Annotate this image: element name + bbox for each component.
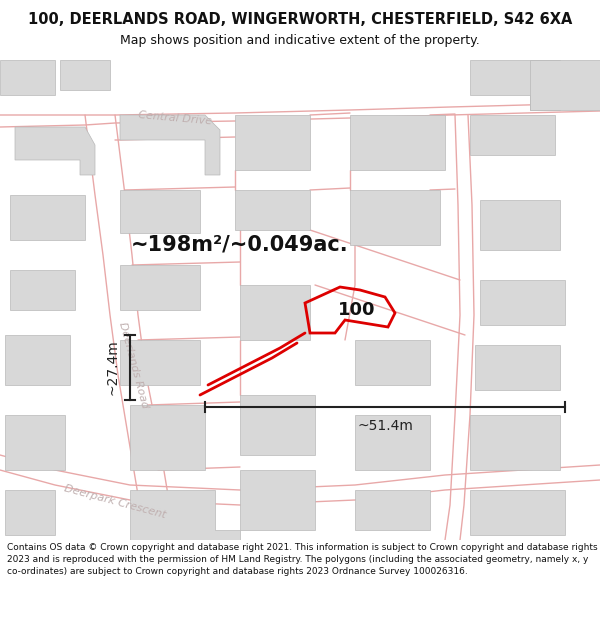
Polygon shape: [5, 335, 70, 385]
Text: ~198m²/~0.049ac.: ~198m²/~0.049ac.: [131, 235, 349, 255]
Polygon shape: [0, 60, 55, 95]
Polygon shape: [235, 190, 310, 230]
Text: 100, DEERLANDS ROAD, WINGERWORTH, CHESTERFIELD, S42 6XA: 100, DEERLANDS ROAD, WINGERWORTH, CHESTE…: [28, 12, 572, 27]
Text: ~27.4m: ~27.4m: [106, 339, 120, 396]
Polygon shape: [480, 200, 560, 250]
Polygon shape: [15, 127, 95, 175]
Text: Deerlands Road: Deerlands Road: [116, 321, 149, 409]
Polygon shape: [350, 190, 440, 245]
Polygon shape: [470, 415, 560, 470]
Polygon shape: [120, 265, 200, 310]
Polygon shape: [120, 115, 220, 175]
Polygon shape: [130, 405, 205, 470]
Polygon shape: [10, 270, 75, 310]
Polygon shape: [350, 115, 445, 170]
Polygon shape: [475, 345, 560, 390]
Polygon shape: [240, 470, 315, 530]
Text: Central Drive: Central Drive: [138, 110, 212, 126]
Polygon shape: [470, 60, 560, 110]
Text: Map shows position and indicative extent of the property.: Map shows position and indicative extent…: [120, 34, 480, 47]
Text: ~51.4m: ~51.4m: [357, 419, 413, 433]
Polygon shape: [10, 195, 85, 240]
Polygon shape: [355, 415, 430, 470]
Polygon shape: [130, 490, 240, 540]
Polygon shape: [355, 340, 430, 385]
Polygon shape: [240, 395, 315, 455]
Polygon shape: [240, 285, 310, 340]
Polygon shape: [235, 115, 310, 170]
Text: Deerpark Crescent: Deerpark Crescent: [63, 484, 167, 521]
Polygon shape: [120, 190, 200, 233]
Polygon shape: [470, 490, 565, 535]
Polygon shape: [480, 280, 565, 325]
Polygon shape: [60, 60, 110, 90]
Text: Contains OS data © Crown copyright and database right 2021. This information is : Contains OS data © Crown copyright and d…: [7, 542, 598, 576]
Text: 100: 100: [338, 301, 376, 319]
Polygon shape: [5, 490, 55, 535]
Polygon shape: [120, 340, 200, 385]
Polygon shape: [5, 415, 65, 470]
Polygon shape: [355, 490, 430, 530]
Polygon shape: [470, 115, 555, 155]
Polygon shape: [530, 60, 600, 110]
